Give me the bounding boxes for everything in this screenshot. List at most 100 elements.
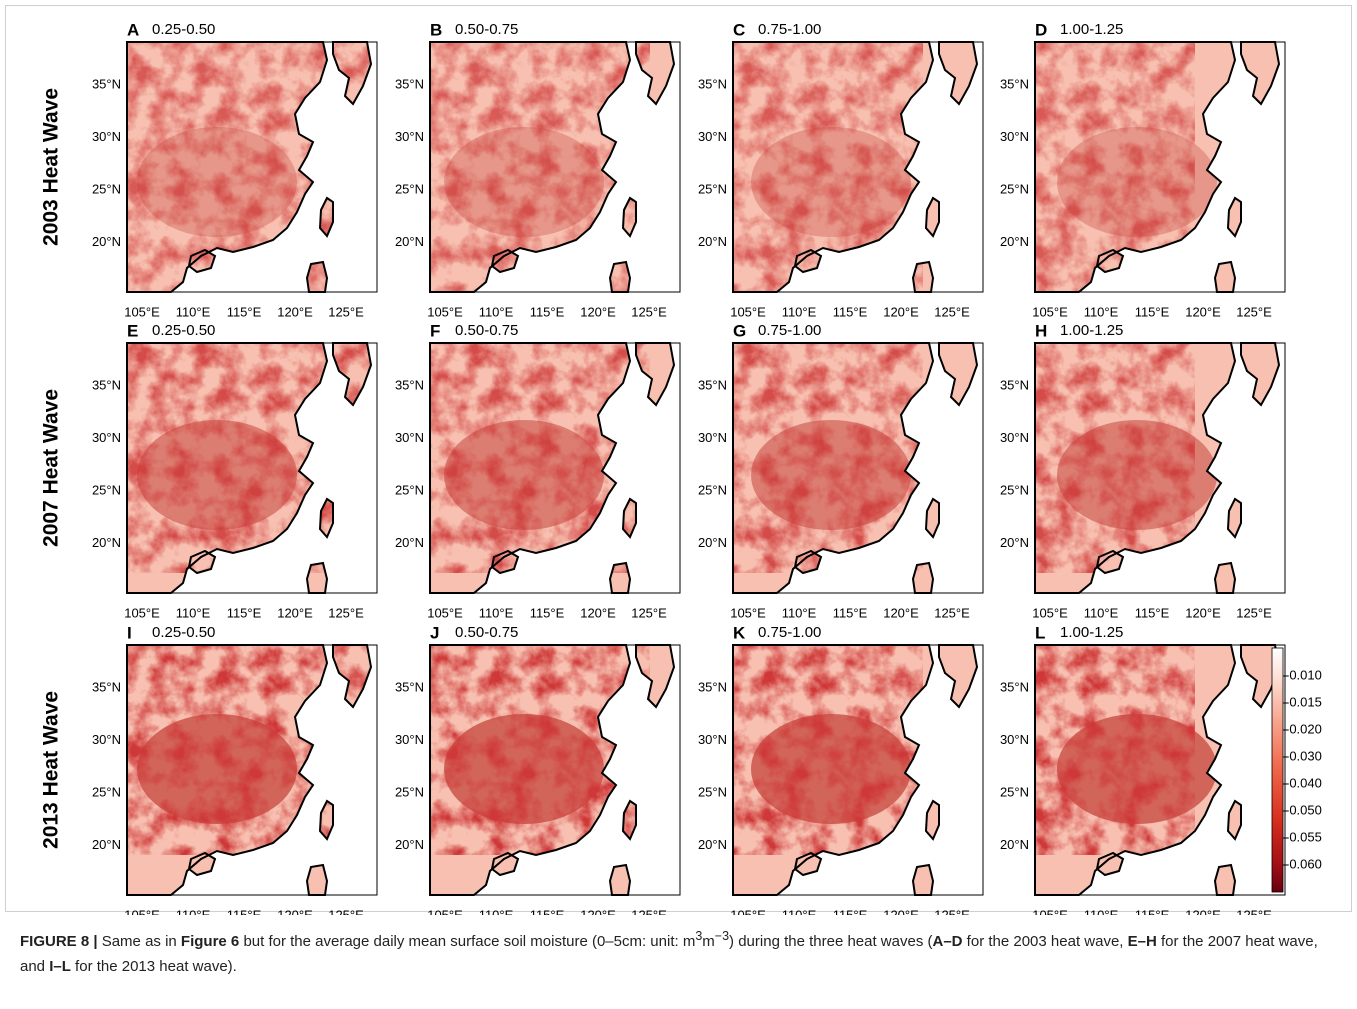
lon-label: 110°E xyxy=(176,304,211,319)
coastline xyxy=(1226,497,1242,539)
panel-letter: A xyxy=(127,20,139,39)
lat-label: 35°N xyxy=(1000,76,1029,91)
coastline xyxy=(793,248,823,274)
coastline xyxy=(1034,644,1237,896)
land xyxy=(127,645,371,895)
panel-letter: L xyxy=(1035,623,1045,642)
lon-label: 115°E xyxy=(1135,304,1170,319)
map-border xyxy=(429,342,681,594)
lat-label: 20°N xyxy=(1000,234,1029,249)
coastline xyxy=(635,41,676,106)
lat-label: 25°N xyxy=(92,181,121,196)
lat-label: 30°N xyxy=(698,732,727,747)
caption-segment: Same as in xyxy=(97,933,181,950)
lon-label: 120°E xyxy=(580,907,616,915)
lat-label: 35°N xyxy=(395,679,424,694)
row-label: 2003 Heat Wave xyxy=(40,88,63,246)
panel-range: 0.75-1.00 xyxy=(758,624,821,641)
caption-segment: I–L xyxy=(49,958,71,975)
lon-label: 110°E xyxy=(176,907,211,915)
lon-label: 125°E xyxy=(631,907,667,915)
lat-label: 35°N xyxy=(1000,377,1029,392)
lon-label: 115°E xyxy=(227,605,262,620)
lat-label: 30°N xyxy=(395,129,424,144)
lat-label: 35°N xyxy=(395,377,424,392)
panel-range: 0.25-0.50 xyxy=(152,322,215,339)
coastline xyxy=(490,248,520,274)
caption-segment: FIGURE 8 | xyxy=(20,933,98,950)
lon-label: 125°E xyxy=(631,304,667,319)
coastline xyxy=(1240,342,1281,407)
coastline xyxy=(924,196,940,238)
coastline xyxy=(1095,248,1125,274)
lon-label: 125°E xyxy=(1236,907,1272,915)
map xyxy=(126,342,378,594)
coastline xyxy=(938,41,979,106)
map-border xyxy=(126,342,378,594)
coastline xyxy=(621,196,637,238)
lon-label: 115°E xyxy=(1135,605,1170,620)
lat-label: 35°N xyxy=(698,76,727,91)
lat-label: 30°N xyxy=(1000,129,1029,144)
coastline xyxy=(332,342,373,407)
colorbar xyxy=(1271,647,1284,893)
map-border xyxy=(1034,644,1286,896)
lon-label: 110°E xyxy=(782,605,817,620)
lon-label: 105°E xyxy=(1032,304,1068,319)
coastline xyxy=(938,644,979,709)
lon-label: 120°E xyxy=(277,605,313,620)
lat-label: 25°N xyxy=(395,181,424,196)
colorbar-label: -0.050 xyxy=(1285,802,1322,817)
lat-label: 25°N xyxy=(1000,784,1029,799)
lat-label: 20°N xyxy=(1000,535,1029,550)
map-border xyxy=(429,644,681,896)
caption-segment: m xyxy=(702,933,715,950)
lon-label: 115°E xyxy=(530,907,565,915)
panel-letter: C xyxy=(733,20,745,39)
panel-range: 0.75-1.00 xyxy=(758,322,821,339)
coastline xyxy=(732,41,935,293)
map-border xyxy=(126,41,378,293)
lat-label: 25°N xyxy=(1000,482,1029,497)
land-texture xyxy=(127,42,371,292)
panel-range: 1.00-1.25 xyxy=(1060,21,1123,38)
lat-label: 30°N xyxy=(92,732,121,747)
panel-range: 1.00-1.25 xyxy=(1060,624,1123,641)
coastline xyxy=(732,644,935,896)
map xyxy=(126,41,378,293)
lat-label: 25°N xyxy=(395,482,424,497)
land-texture xyxy=(1035,343,1195,573)
coastline xyxy=(318,497,334,539)
lat-label: 25°N xyxy=(698,784,727,799)
lon-label: 125°E xyxy=(934,907,970,915)
lon-label: 125°E xyxy=(328,605,364,620)
coastline xyxy=(732,342,935,594)
lon-label: 125°E xyxy=(328,907,364,915)
lon-label: 105°E xyxy=(124,907,160,915)
land-texture xyxy=(1035,645,1195,855)
lon-label: 120°E xyxy=(883,907,919,915)
lon-label: 120°E xyxy=(277,304,313,319)
lon-label: 110°E xyxy=(176,605,211,620)
coastline xyxy=(924,497,940,539)
lon-label: 120°E xyxy=(883,605,919,620)
caption-segment: for the 2013 heat wave). xyxy=(70,958,237,975)
coastline xyxy=(126,342,329,594)
land xyxy=(430,42,674,292)
lat-label: 30°N xyxy=(1000,430,1029,445)
lat-label: 25°N xyxy=(698,482,727,497)
caption-segment: for the 2007 heat wave, and xyxy=(20,933,1318,975)
land xyxy=(127,42,371,292)
coastline xyxy=(187,549,217,575)
map-border xyxy=(732,644,984,896)
coastline xyxy=(1240,41,1281,106)
panel-range: 0.75-1.00 xyxy=(758,21,821,38)
land xyxy=(733,343,977,593)
panel-letter: I xyxy=(127,623,132,642)
lon-label: 105°E xyxy=(124,605,160,620)
map xyxy=(1034,342,1286,594)
lat-label: 25°N xyxy=(92,784,121,799)
lon-label: 120°E xyxy=(1185,605,1221,620)
lat-label: 25°N xyxy=(1000,181,1029,196)
coastline xyxy=(126,644,329,896)
